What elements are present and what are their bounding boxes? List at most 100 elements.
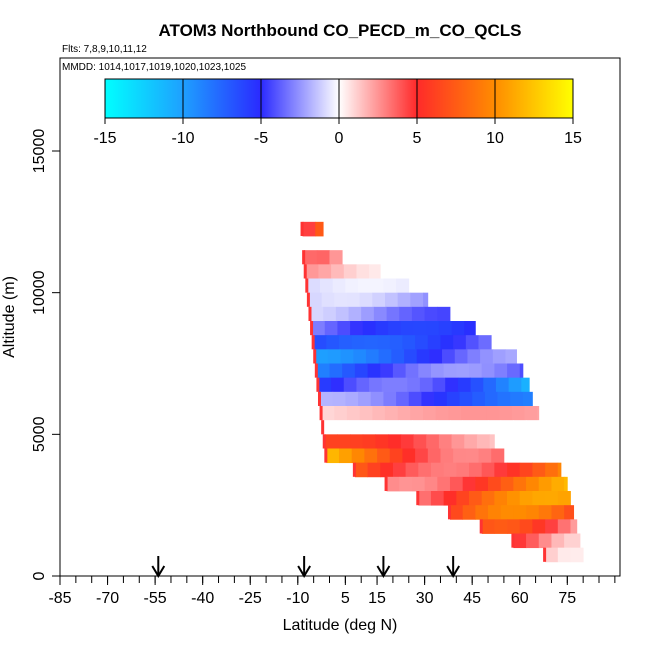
data-cell — [564, 476, 568, 492]
data-cell — [362, 434, 376, 449]
data-cell — [457, 377, 471, 393]
data-cell — [426, 434, 440, 449]
data-cell — [346, 406, 361, 421]
data-cell — [345, 391, 359, 407]
x-tick-label: -10 — [286, 590, 309, 607]
data-cell — [343, 377, 357, 393]
data-cell — [391, 349, 405, 364]
data-cell — [469, 363, 483, 379]
data-cell — [386, 476, 400, 492]
track-segment — [317, 391, 321, 406]
data-cell — [305, 264, 319, 279]
track-segment — [543, 547, 547, 562]
data-cell — [481, 491, 495, 506]
track-segment — [308, 306, 312, 321]
data-cell — [342, 363, 356, 379]
data-cell — [331, 264, 345, 279]
data-cell — [476, 434, 491, 449]
x-tick-label: 5 — [341, 590, 350, 607]
data-cell — [484, 391, 498, 407]
data-cell — [351, 448, 365, 464]
data-cell — [462, 420, 476, 435]
data-cell — [399, 476, 413, 492]
data-cell — [351, 335, 365, 350]
data-cell — [331, 377, 345, 393]
data-cell — [475, 420, 489, 435]
data-cell — [508, 377, 522, 393]
data-cell — [427, 335, 441, 350]
data-cell — [570, 519, 578, 534]
track-segment — [352, 462, 356, 477]
data-cell — [494, 462, 508, 478]
data-cell — [576, 533, 581, 549]
data-cell — [315, 221, 324, 237]
data-cell — [440, 448, 454, 464]
data-cell — [399, 420, 413, 435]
x-tick-label: 60 — [511, 590, 529, 607]
data-cell — [424, 306, 438, 322]
data-cell — [480, 349, 494, 364]
arrow-head — [151, 565, 166, 578]
data-cell — [324, 434, 338, 449]
track-segment — [306, 292, 310, 307]
data-cell — [350, 321, 364, 336]
data-cell — [481, 519, 495, 534]
data-cell — [472, 391, 486, 407]
data-cell — [326, 448, 340, 464]
data-cell — [429, 349, 443, 364]
data-cell — [478, 335, 492, 350]
data-cell — [402, 335, 416, 350]
data-cell — [557, 491, 571, 506]
data-cell — [513, 533, 527, 549]
data-cell — [340, 349, 354, 364]
data-cell — [375, 321, 389, 336]
data-cell — [532, 462, 546, 478]
data-cell — [557, 462, 562, 478]
data-cell — [327, 349, 342, 364]
data-cell — [369, 377, 383, 393]
data-cell — [339, 448, 353, 464]
data-cell — [437, 420, 451, 435]
data-cell — [538, 420, 543, 435]
data-cell — [524, 406, 538, 421]
data-cell — [469, 462, 483, 478]
data-cell — [334, 292, 348, 308]
data-cell — [413, 321, 427, 336]
data-cell — [545, 519, 559, 534]
data-cell — [405, 363, 419, 379]
data-cell — [418, 363, 432, 379]
data-cell — [526, 505, 540, 520]
data-cell — [372, 406, 386, 421]
data-cell — [437, 476, 451, 492]
data-cell — [373, 306, 387, 322]
data-cell — [545, 547, 559, 563]
data-cell — [354, 363, 368, 379]
data-cell — [494, 519, 508, 534]
data-cell — [304, 250, 318, 265]
data-cell — [488, 505, 502, 520]
data-cell — [348, 306, 362, 322]
data-cell — [386, 420, 400, 435]
data-cell — [511, 406, 525, 421]
data-cell — [537, 406, 540, 421]
data-cell — [507, 491, 521, 506]
y-tick-label: 5000 — [31, 416, 48, 452]
data-cell — [329, 363, 343, 379]
data-cell — [389, 448, 403, 464]
data-cell — [367, 363, 381, 379]
data-cell — [499, 406, 513, 421]
data-cell — [473, 406, 487, 421]
data-cell — [315, 349, 329, 364]
colorbar-tick-label: 0 — [335, 130, 344, 147]
data-cell — [411, 420, 426, 435]
data-cell — [359, 406, 373, 421]
data-cell — [321, 406, 335, 421]
track-segment — [300, 221, 304, 236]
data-cell — [408, 391, 422, 407]
data-cell — [545, 462, 559, 478]
data-cell — [319, 278, 334, 294]
data-cell — [396, 391, 410, 407]
data-cell — [564, 533, 578, 549]
x-tick-label: -25 — [239, 590, 262, 607]
